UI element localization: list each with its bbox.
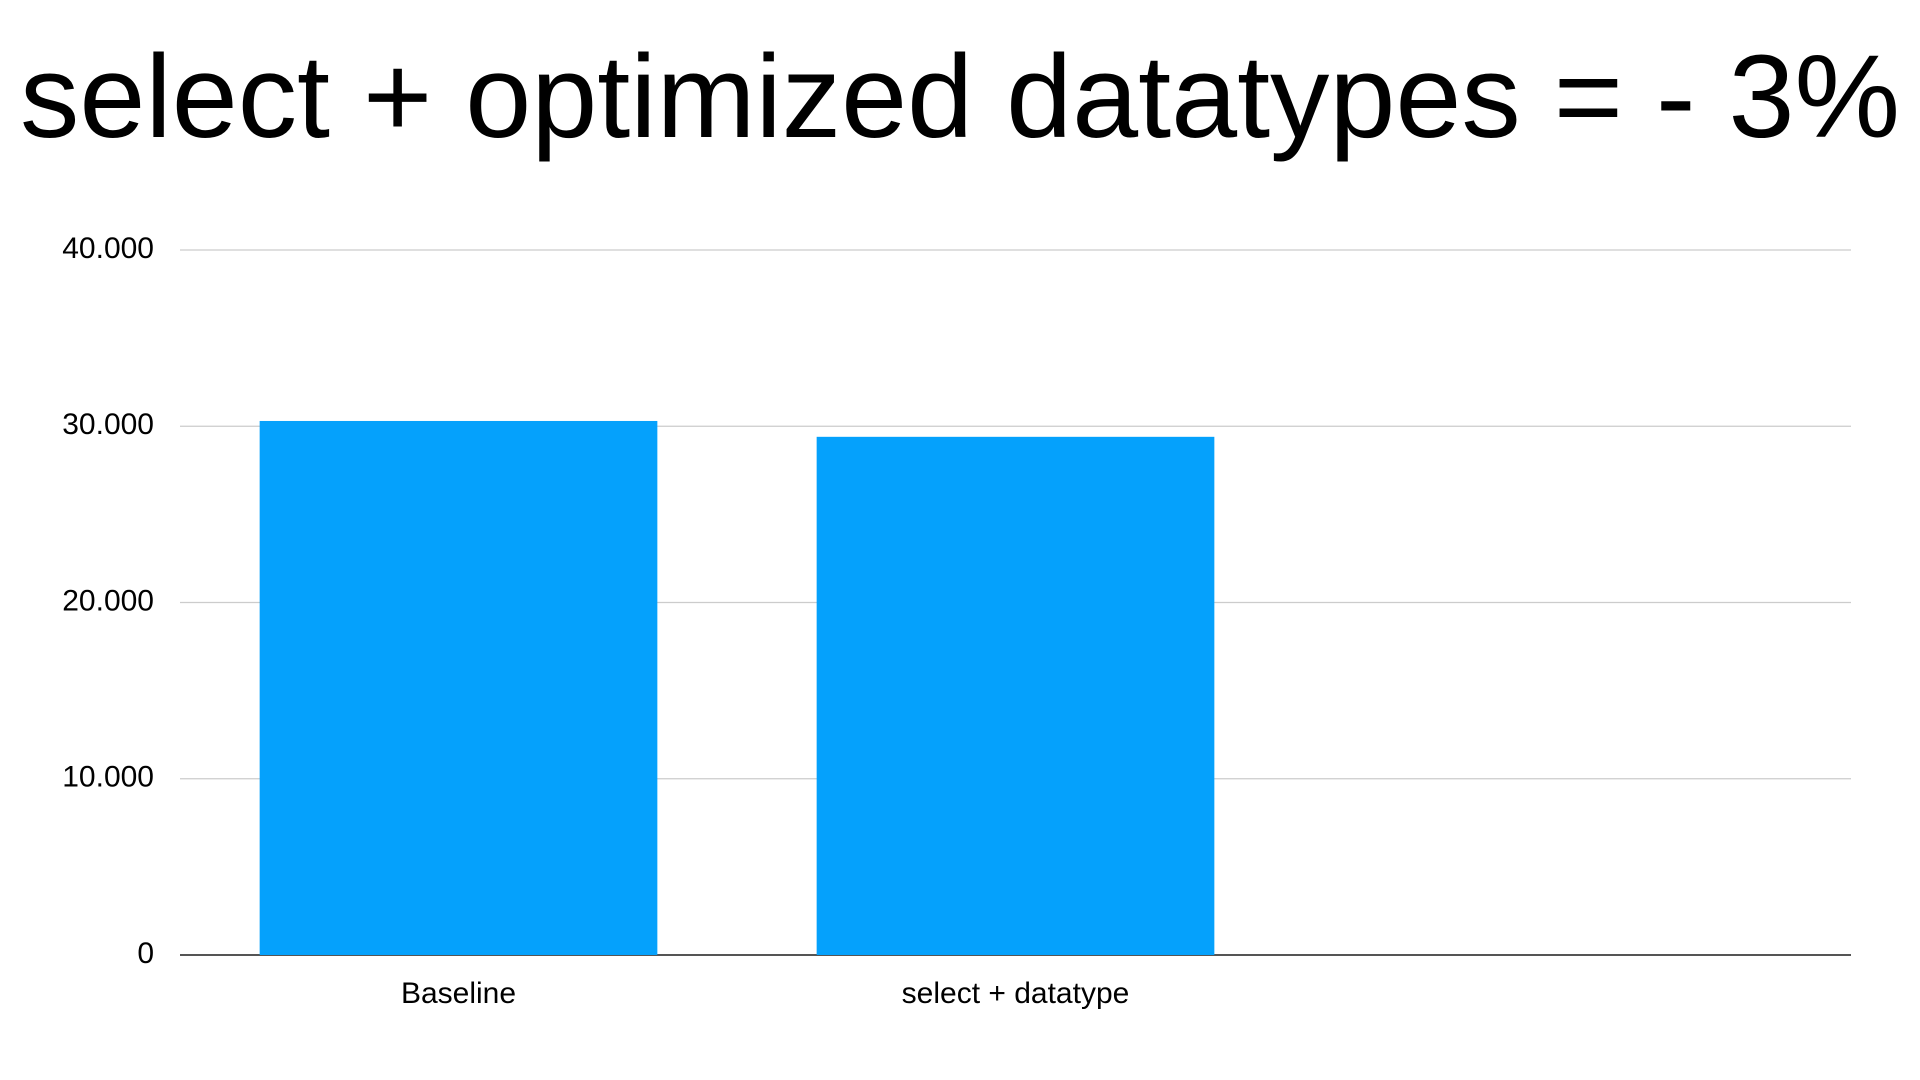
y-tick-label: 30.000	[62, 408, 154, 441]
x-tick-label: select + datatype	[902, 977, 1130, 1010]
x-tick-label: Baseline	[401, 977, 516, 1010]
bar	[816, 436, 1215, 955]
bar	[259, 420, 658, 955]
y-tick-label: 10.000	[62, 761, 154, 794]
y-tick-label: 20.000	[62, 584, 154, 617]
y-tick-label: 40.000	[62, 232, 154, 265]
y-tick-label: 0	[137, 937, 154, 970]
chart-title: select + optimized datatypes = - 3%	[20, 31, 1900, 163]
